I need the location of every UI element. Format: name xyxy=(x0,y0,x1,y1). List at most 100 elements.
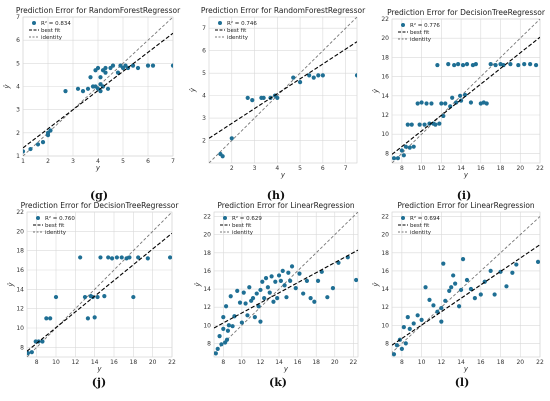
data-point xyxy=(533,62,539,68)
data-point xyxy=(504,284,509,289)
data-point xyxy=(269,274,274,279)
data-point xyxy=(473,62,478,67)
x-tick-label: 18 xyxy=(497,359,505,366)
data-point xyxy=(399,148,404,153)
legend-best-fit-label: best fit xyxy=(410,30,430,36)
data-point xyxy=(458,287,464,293)
legend-identity-label: identity xyxy=(232,230,254,236)
best-fit-line xyxy=(209,41,357,139)
best-fit-line xyxy=(23,32,173,149)
x-tick-label: 10 xyxy=(238,359,246,366)
data-point xyxy=(82,294,88,300)
y-tick-label: 3 xyxy=(202,115,206,122)
legend-r2-label: R² = 0.760 xyxy=(45,215,75,222)
x-tick-label: 12 xyxy=(72,359,80,366)
x-tick-label: 22 xyxy=(536,359,544,366)
data-point xyxy=(315,278,321,283)
data-point xyxy=(284,295,289,300)
data-point xyxy=(221,315,226,320)
x-tick-label: 12 xyxy=(257,359,265,366)
data-point xyxy=(80,89,86,94)
x-axis-label: y xyxy=(463,365,469,373)
chart-panel-2: 2 3 4 5 6 7 2 3 4 5 6 7 Prediction Error for RandomF… xyxy=(189,6,366,202)
data-point xyxy=(433,122,438,127)
legend-identity-label: identity xyxy=(45,230,67,236)
y-tick-label: 20 xyxy=(16,228,24,235)
data-point xyxy=(265,285,270,290)
y-tick-label: 10 xyxy=(16,325,24,332)
data-point xyxy=(405,122,410,127)
data-point xyxy=(252,315,257,320)
data-point xyxy=(250,98,255,103)
x-tick-label: 6 xyxy=(321,165,325,172)
y-tick-label: 22 xyxy=(381,16,389,23)
legend-identity-label: identity xyxy=(410,37,432,43)
data-point xyxy=(427,297,432,303)
best-fit-line xyxy=(214,249,358,329)
data-point xyxy=(278,278,283,283)
y-tick-label: 18 xyxy=(203,250,211,257)
y-tick-label: 20 xyxy=(381,232,389,239)
data-point xyxy=(301,291,306,296)
data-point xyxy=(114,255,119,260)
data-point xyxy=(415,101,420,106)
data-point xyxy=(516,62,521,68)
data-point xyxy=(411,321,416,326)
data-point xyxy=(392,352,397,357)
panel-label: (i) xyxy=(457,189,472,202)
y-tick-label: 6 xyxy=(16,37,20,44)
panel-label: (l) xyxy=(455,376,470,389)
legend-marker xyxy=(401,23,405,27)
data-point xyxy=(27,351,31,356)
data-point xyxy=(488,268,493,274)
data-point xyxy=(44,316,49,321)
data-point xyxy=(145,63,151,68)
data-point xyxy=(282,283,287,288)
y-tick-label: 14 xyxy=(381,93,389,100)
data-point xyxy=(224,337,230,342)
data-point xyxy=(456,304,462,309)
panel-label: (j) xyxy=(92,376,106,389)
x-tick-label: 2 xyxy=(46,158,50,165)
chart-title: Prediction Error for RandomForestRegress… xyxy=(201,6,366,15)
legend-r2-label: R² = 0.776 xyxy=(410,22,440,29)
data-point xyxy=(492,292,497,297)
data-point xyxy=(98,75,103,80)
data-point xyxy=(215,346,220,351)
data-point xyxy=(245,95,250,100)
data-point xyxy=(53,294,59,300)
data-point xyxy=(439,305,444,311)
data-point xyxy=(40,140,46,145)
y-tick-label: 8 xyxy=(385,340,389,347)
data-point xyxy=(399,346,404,351)
y-axis-label: ŷ xyxy=(372,282,380,288)
data-point xyxy=(262,295,267,301)
data-point xyxy=(288,278,293,283)
data-point xyxy=(429,101,434,106)
data-point xyxy=(229,136,234,141)
x-tick-label: 8 xyxy=(400,165,404,172)
data-point xyxy=(472,295,477,301)
data-point xyxy=(250,295,256,301)
data-point xyxy=(439,319,444,324)
data-point xyxy=(280,268,285,274)
data-point xyxy=(316,73,321,78)
data-point xyxy=(456,62,461,67)
x-tick-label: 14 xyxy=(457,165,465,172)
chart-title: Prediction Error for DecisionTreeRegress… xyxy=(387,8,546,17)
x-tick-label: 8 xyxy=(400,359,404,366)
x-tick-label: 7 xyxy=(171,158,175,165)
y-tick-label: 2 xyxy=(202,138,206,145)
x-axis-label: y xyxy=(463,171,469,179)
data-point xyxy=(273,279,278,284)
data-point xyxy=(468,100,474,105)
data-point xyxy=(437,121,442,126)
data-point xyxy=(488,62,493,67)
data-point xyxy=(304,278,310,283)
data-point xyxy=(297,80,303,85)
data-point xyxy=(451,273,456,278)
data-point xyxy=(449,285,454,290)
